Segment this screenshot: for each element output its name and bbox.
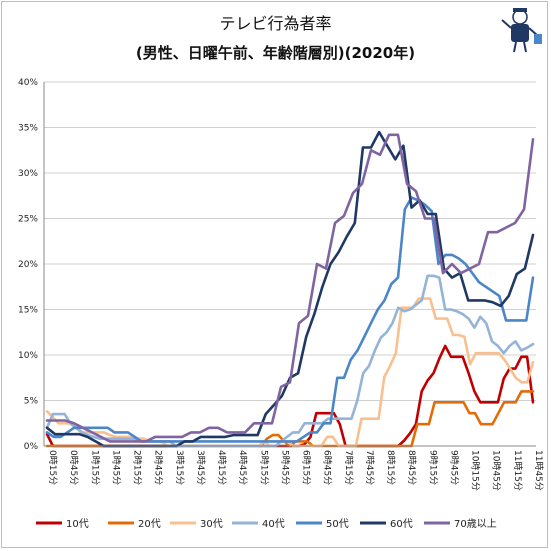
legend-label: 50代 (326, 518, 349, 530)
series-line-10代 (45, 344, 535, 448)
x-tick-label: 0時45分 (68, 450, 79, 485)
legend-label: 70歳以上 (454, 518, 497, 530)
y-tick-label: 20% (18, 260, 38, 270)
y-tick-label: 0% (24, 442, 39, 452)
legend-label: 30代 (200, 518, 223, 530)
mascot-logo-icon (501, 8, 542, 53)
x-tick-label: 5時45分 (279, 450, 290, 485)
legend-label: 20代 (138, 518, 161, 530)
x-tick-label: 9時45分 (448, 450, 459, 485)
x-tick-label: 2時15分 (132, 450, 143, 485)
x-tick-label: 8時15分 (385, 450, 396, 485)
y-tick-label: 10% (18, 351, 38, 361)
legend-label: 10代 (66, 518, 89, 530)
x-tick-label: 0時15分 (47, 450, 58, 485)
legend-label: 60代 (390, 518, 413, 530)
x-tick-label: 2時45分 (153, 450, 164, 485)
chart-subtitle: (男性、日曜午前、年齢階層別)(2020年) (135, 44, 416, 62)
y-tick-label: 40% (18, 78, 38, 88)
y-tick-label: 35% (18, 124, 38, 134)
x-tick-label: 3時15分 (174, 450, 185, 485)
x-tick-label: 4時45分 (237, 450, 248, 485)
x-tick-label: 10時15分 (470, 450, 481, 491)
y-tick-label: 15% (18, 306, 38, 316)
series-line-50代 (45, 196, 535, 443)
x-tick-label: 4時15分 (216, 450, 227, 485)
x-tick-label: 9時15分 (427, 450, 438, 485)
series-line-70歳以上 (45, 133, 535, 443)
x-tick-label: 1時15分 (89, 450, 100, 485)
x-tick-label: 7時15分 (343, 450, 354, 485)
x-tick-label: 1時45分 (110, 450, 121, 485)
chart-title: テレビ行為者率 (219, 14, 332, 33)
series-line-40代 (45, 274, 535, 448)
x-tick-label: 6時15分 (301, 450, 312, 485)
y-tick-label: 25% (18, 215, 38, 225)
legend-label: 40代 (262, 518, 285, 530)
x-tick-label: 7時45分 (364, 450, 375, 485)
series-line-60代 (45, 130, 535, 448)
x-tick-label: 11時45分 (533, 450, 544, 491)
x-tick-label: 6時45分 (322, 450, 333, 485)
series-line-30代 (45, 297, 535, 448)
x-tick-label: 11時15分 (512, 450, 523, 491)
y-tick-label: 5% (24, 397, 39, 407)
x-tick-label: 3時45分 (195, 450, 206, 485)
x-tick-label: 10時45分 (491, 450, 502, 491)
y-tick-label: 30% (18, 169, 38, 179)
x-tick-label: 5時15分 (258, 450, 269, 485)
x-tick-label: 8時45分 (406, 450, 417, 485)
